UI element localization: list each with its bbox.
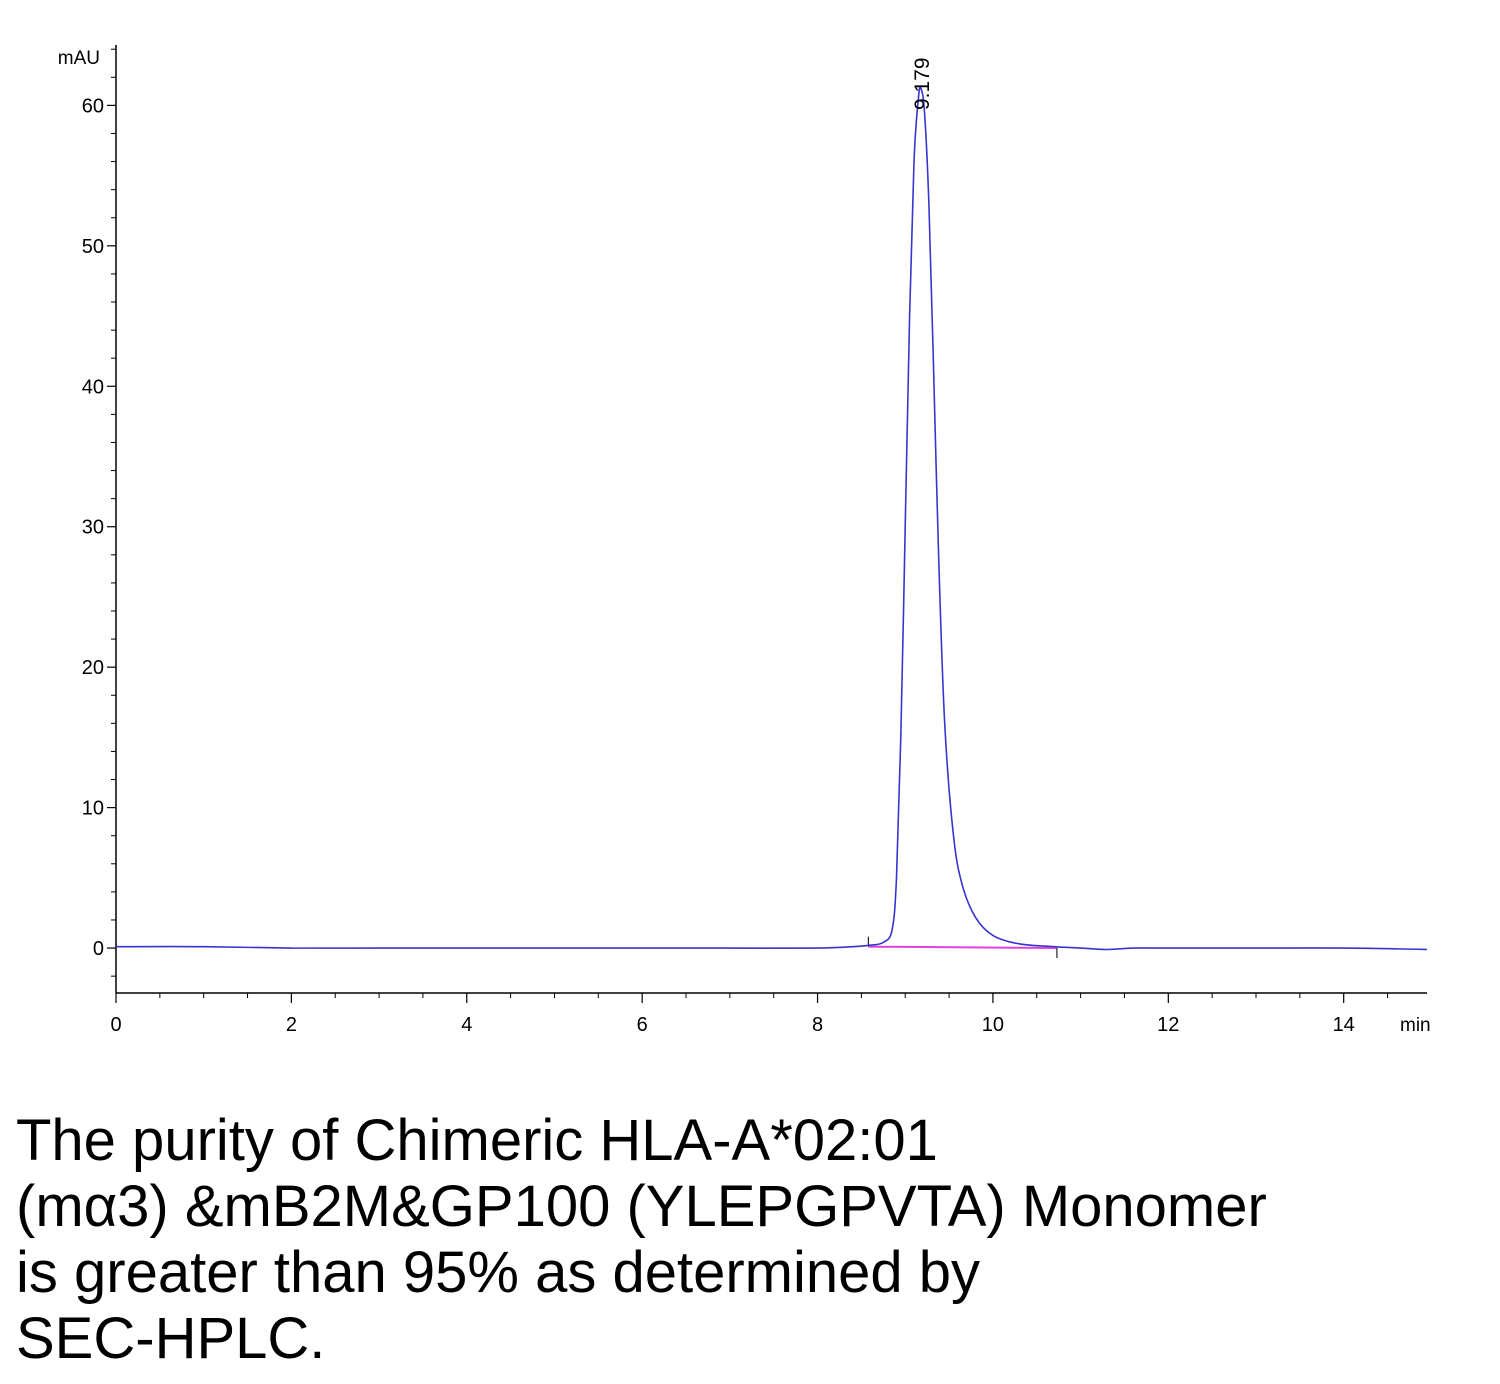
x-tick-label: 14 — [1333, 1014, 1355, 1036]
x-tick-label: 2 — [286, 1014, 297, 1036]
signal-trace — [115, 86, 1428, 951]
caption-line-2: (mα3) &mB2M&GP100 (YLEPGPVTA) Monomer — [16, 1174, 1267, 1239]
y-tick-label: 30 — [82, 517, 104, 539]
x-tick-label: 10 — [982, 1014, 1004, 1036]
x-tick-label: 6 — [637, 1014, 648, 1036]
y-tick-label: 10 — [82, 798, 104, 820]
x-tick-label: 8 — [812, 1014, 823, 1036]
integration-baseline — [868, 945, 1057, 950]
x-axis: 0 2 4 6 8 10 12 14 — [110, 992, 1427, 1036]
caption: The purity of Chimeric HLA-A*02:01 (mα3)… — [16, 1108, 1476, 1372]
y-tick-label: 60 — [82, 95, 104, 117]
y-tick-label: 0 — [93, 938, 104, 960]
y-tick-label: 40 — [82, 376, 104, 398]
y-tick-label: 50 — [82, 236, 104, 258]
x-tick-label: 0 — [110, 1014, 121, 1036]
caption-line-3: is greater than 95% as determined by — [16, 1240, 980, 1305]
caption-line-1: The purity of Chimeric HLA-A*02:01 — [16, 1108, 938, 1173]
y-axis: 0 10 20 30 40 50 60 — [82, 45, 117, 993]
chromatogram-chart: 0 10 20 30 40 50 60 0 2 4 6 8 10 12 14 9.179 mAU min — [58, 45, 1431, 1036]
x-axis-label: min — [1400, 1015, 1431, 1036]
caption-line-4: SEC-HPLC. — [16, 1306, 326, 1371]
y-axis-label: mAU — [58, 48, 100, 69]
traces: 9.179 — [115, 57, 1428, 959]
x-tick-label: 4 — [461, 1014, 472, 1036]
peak-label: 9.179 — [911, 57, 934, 110]
y-tick-label: 20 — [82, 657, 104, 679]
x-tick-label: 12 — [1157, 1014, 1179, 1036]
